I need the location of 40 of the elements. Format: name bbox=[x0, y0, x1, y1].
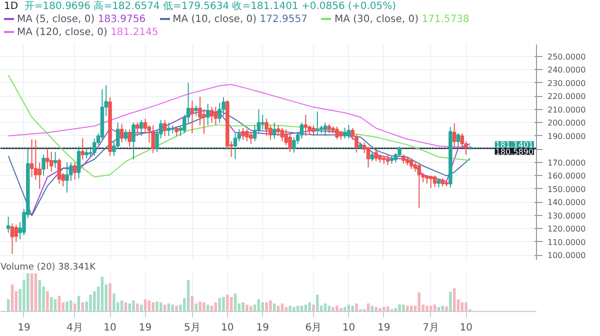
x-tick-label: 10 bbox=[104, 322, 116, 334]
y-tick-label: 240.0000 bbox=[548, 66, 586, 75]
legend-label: MA (30, close, 0) bbox=[334, 14, 418, 25]
x-tick-label: 19 bbox=[378, 322, 390, 334]
text: 181.2145 bbox=[110, 27, 158, 38]
text: 171.5738 bbox=[422, 14, 470, 25]
y-tick-label: 130.0000 bbox=[548, 211, 586, 220]
y-tick-label: 140.0000 bbox=[548, 198, 586, 208]
y-tick-label: 220.0000 bbox=[548, 92, 586, 102]
y-tick-label: 120.0000 bbox=[548, 224, 586, 234]
x-tick-label: 4月 bbox=[66, 322, 84, 334]
legend-label: MA (120, close, 0) bbox=[17, 27, 108, 38]
chart-title: 1D bbox=[4, 1, 18, 12]
x-tick-label: 10 bbox=[221, 322, 234, 334]
x-tick-label: 19 bbox=[18, 322, 30, 334]
chart-subtitle: 开=180.9696 高=182.6574 低=179.5634 收=181.1401 +0.0856 (+0.05%) bbox=[24, 1, 396, 12]
y-tick-label: 160.0000 bbox=[548, 172, 586, 181]
y-tick-label: 110.0000 bbox=[548, 238, 586, 247]
ref-line-label: 181.1401 bbox=[495, 140, 534, 150]
y-tick-label: 100.0000 bbox=[548, 251, 586, 260]
chart-title: Volume (20) 38.341K bbox=[0, 262, 96, 272]
text: 183.9756 bbox=[98, 14, 146, 25]
y-tick-label: 250.0000 bbox=[548, 52, 586, 62]
y-tick-label: 230.0000 bbox=[548, 78, 586, 88]
legend-label: MA (5, close, 0) bbox=[17, 14, 95, 25]
x-tick-label: 5月 bbox=[184, 322, 200, 334]
y-tick-label: 150.0000 bbox=[548, 184, 586, 194]
x-tick-label: 10 bbox=[460, 322, 472, 334]
y-tick-label: 190.0000 bbox=[548, 132, 586, 141]
x-tick-label: 7月 bbox=[422, 322, 440, 334]
y-tick-label: 210.0000 bbox=[548, 105, 586, 114]
text: 172.9557 bbox=[260, 14, 308, 25]
legend-label: MA (10, close, 0) bbox=[172, 14, 257, 25]
ref-line-label: 180.5890 bbox=[495, 147, 534, 156]
y-tick-label: 170.0000 bbox=[548, 158, 586, 168]
x-tick-label: 19 bbox=[256, 322, 270, 334]
x-tick-label: 10 bbox=[342, 322, 356, 334]
y-tick-label: 200.0000 bbox=[548, 118, 586, 128]
x-tick-label: 19 bbox=[138, 322, 152, 334]
x-tick-label: 6月 bbox=[305, 322, 322, 334]
